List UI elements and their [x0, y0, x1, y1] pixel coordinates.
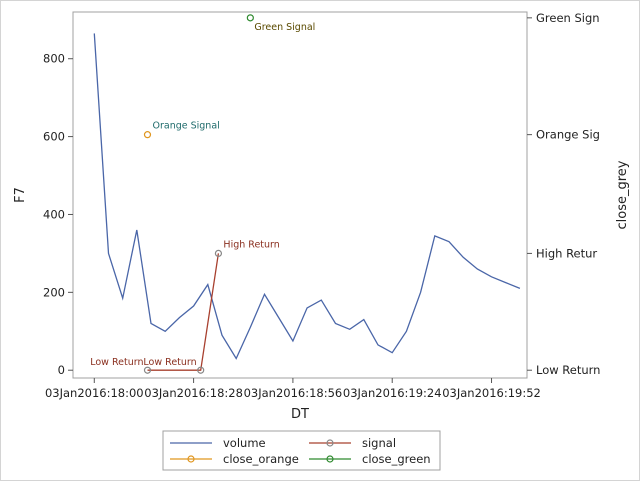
point-close-green — [246, 14, 254, 22]
y-tick-label: 200 — [43, 285, 65, 299]
legend-marker-signal — [326, 439, 334, 447]
y-tick-label: 0 — [58, 363, 65, 377]
point-signal — [197, 366, 205, 374]
point-close-orange — [143, 131, 152, 139]
legend-box — [162, 430, 441, 471]
legend-label-close-orange: close_orange — [223, 452, 299, 466]
legend-marker-close-orange — [187, 455, 195, 463]
x-axis-title: DT — [291, 407, 309, 422]
legend-label-close-green: close_green — [362, 452, 431, 466]
annotation-label: Low Return — [90, 357, 143, 368]
y2-tick-label: Green Sign — [536, 11, 600, 25]
point-signal — [143, 366, 152, 374]
annotation-label: Low Return — [143, 357, 196, 368]
y-tick-label: 400 — [43, 207, 65, 221]
y2-axis-title: close_grey — [615, 160, 630, 229]
annotation-label: High Return — [223, 239, 279, 250]
x-tick-label: 03Jan2016:18:28 — [144, 386, 243, 400]
y2-tick-label: Orange Sig — [536, 128, 600, 142]
plot-frame — [72, 11, 528, 379]
x-tick-label: 03Jan2016:19:24 — [343, 386, 442, 400]
y2-tick-label: High Retur — [536, 246, 597, 260]
point-signal — [214, 249, 223, 258]
x-tick-label: 03Jan2016:18:00 — [45, 386, 144, 400]
y-tick-label: 600 — [43, 130, 65, 144]
y-axis-title: F7 — [13, 187, 28, 203]
x-tick-label: 03Jan2016:19:52 — [442, 386, 541, 400]
x-tick-label: 03Jan2016:18:56 — [244, 386, 343, 400]
series-line-volume — [93, 33, 521, 360]
legend-marker-close-green — [326, 455, 334, 463]
annotation-label: Orange Signal — [152, 121, 219, 132]
annotation-label: Green Signal — [254, 22, 315, 33]
legend-label-volume: volume — [223, 436, 266, 450]
y2-tick-label: Low Return — [536, 363, 600, 377]
legend-label-signal: signal — [362, 436, 396, 450]
series-line-signal — [147, 253, 220, 371]
y-tick-label: 800 — [43, 52, 65, 66]
